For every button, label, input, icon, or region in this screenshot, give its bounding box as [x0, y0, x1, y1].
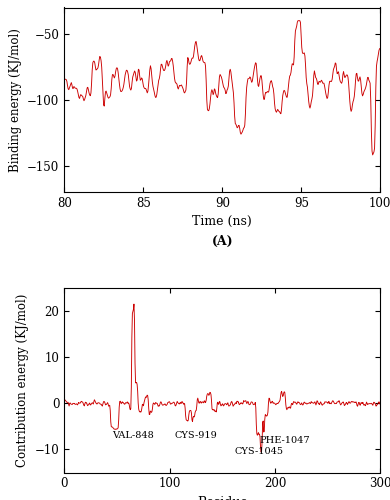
Text: CYS-919: CYS-919 — [175, 431, 218, 440]
Text: CYS-1045: CYS-1045 — [235, 447, 284, 456]
Y-axis label: Contribution energy (KJ/mol): Contribution energy (KJ/mol) — [16, 294, 29, 467]
Text: VAL-848: VAL-848 — [112, 431, 154, 440]
X-axis label: Residue: Residue — [197, 496, 248, 500]
X-axis label: Time (ns): Time (ns) — [192, 216, 252, 228]
Title: (A): (A) — [211, 234, 233, 248]
Y-axis label: Binding energy (KJ/mol): Binding energy (KJ/mol) — [9, 28, 22, 172]
Text: PHE-1047: PHE-1047 — [259, 436, 310, 444]
